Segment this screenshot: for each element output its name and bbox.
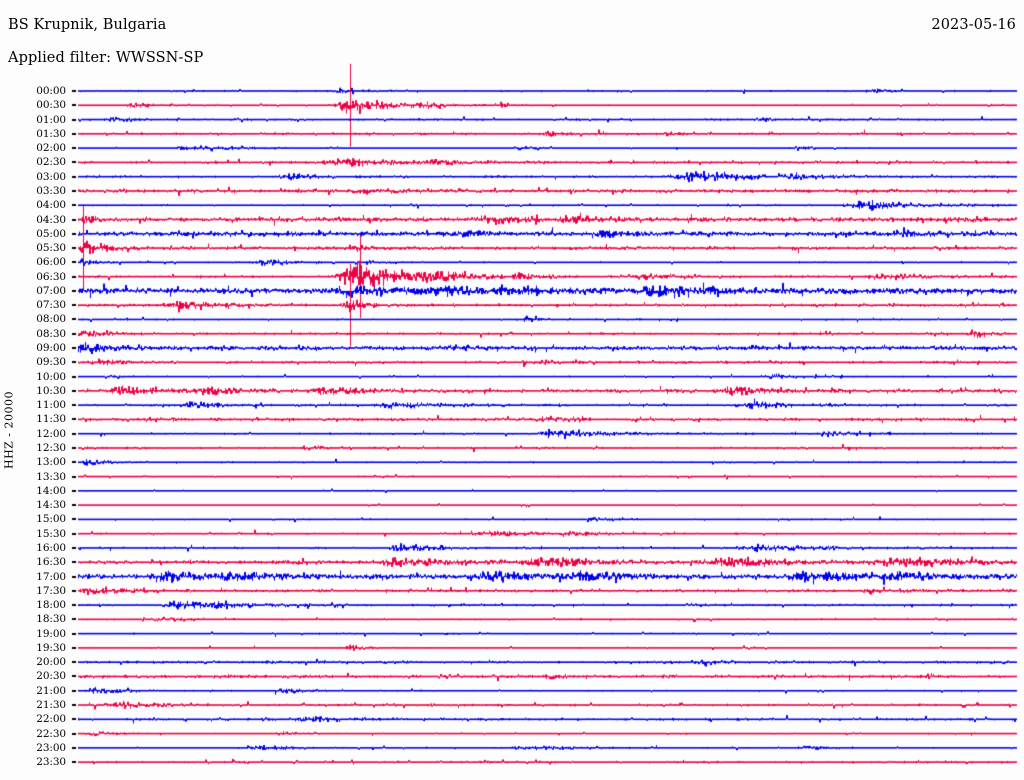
- helicorder-page: BS Krupnik, Bulgaria Applied filter: WWS…: [0, 0, 1024, 780]
- seismogram-traces: [0, 0, 1024, 780]
